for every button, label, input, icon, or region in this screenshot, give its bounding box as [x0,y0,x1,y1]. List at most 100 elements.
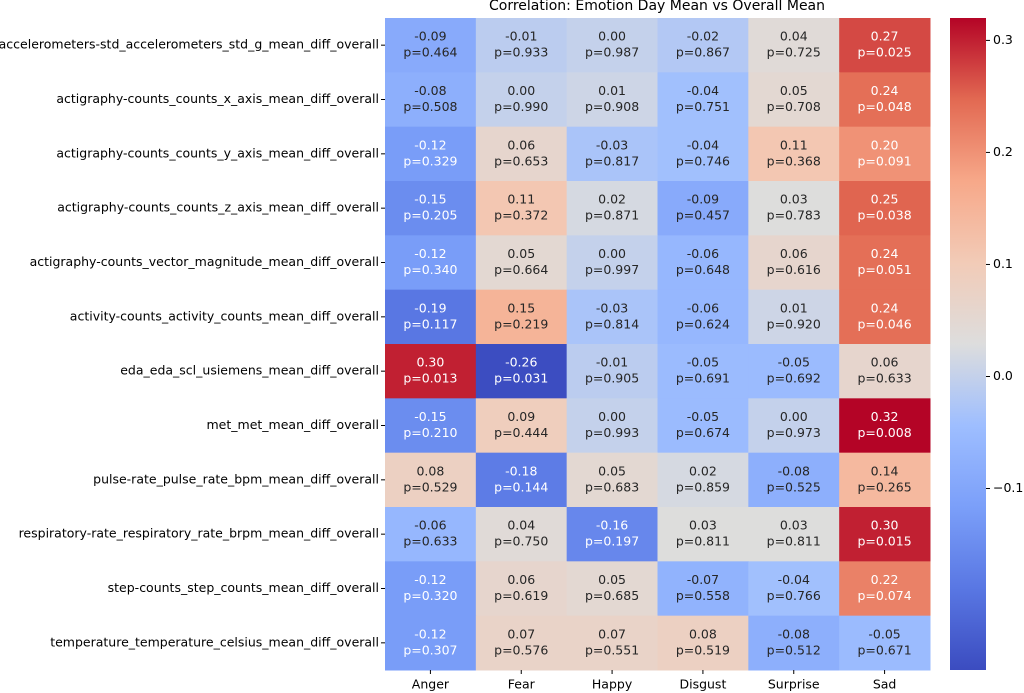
cell-p-label: p=0.210 [403,425,457,440]
cell-value-label: 0.24 [871,246,899,261]
cell-p-label: p=0.871 [585,208,639,223]
heatmap-cell [748,561,840,617]
cell-p-label: p=0.265 [857,479,911,494]
cell-p-label: p=0.811 [676,534,730,549]
heatmap-cell [839,181,931,236]
heatmap-cell [657,398,749,454]
heatmap-cell [839,72,931,128]
cell-p-label: p=0.340 [403,262,457,277]
cell-p-label: p=0.683 [585,479,639,494]
cell-value-label: 0.25 [871,192,899,207]
cell-value-label: -0.12 [414,626,446,641]
heatmap-cell [839,507,931,562]
heatmap-cell [475,398,568,454]
cell-p-label: p=0.464 [403,45,457,60]
heatmap-cell [839,289,931,345]
row-label: actigraphy-counts_counts_x_axis_mean_dif… [56,91,379,106]
heatmap-cell [566,18,658,73]
colorbar-tick-label: 0.2 [993,144,1013,159]
heatmap-cell [839,452,931,508]
cell-value-label: -0.15 [414,192,446,207]
cell-value-label: -0.08 [778,463,810,478]
cell-p-label: p=0.990 [494,99,548,114]
cell-p-label: p=0.746 [676,153,730,168]
cell-p-label: p=0.708 [767,99,821,114]
cell-p-label: p=0.015 [857,534,911,549]
cell-value-label: 0.02 [689,463,717,478]
cell-p-label: p=0.993 [585,425,639,440]
cell-p-label: p=0.766 [767,588,821,603]
heatmap-cell [839,235,931,291]
cell-p-label: p=0.576 [494,642,548,657]
cell-value-label: 0.01 [598,83,626,98]
colorbar-tick-label: 0.3 [993,32,1013,47]
column-label: Fear [508,677,536,692]
cell-value-label: 0.22 [871,572,899,587]
cell-value-label: 0.00 [507,83,535,98]
colorbar-tick-label: 0.1 [993,256,1013,271]
cell-value-label: -0.19 [414,300,446,315]
cell-value-label: -0.07 [687,572,719,587]
cell-p-label: p=0.031 [494,371,548,386]
cell-value-label: 0.00 [598,409,626,424]
cell-p-label: p=0.814 [585,316,639,331]
cell-p-label: p=0.519 [676,642,730,657]
heatmap-cell [566,235,658,291]
cell-value-label: -0.09 [414,29,446,44]
heatmap-cell [748,344,840,399]
cell-p-label: p=0.725 [767,45,821,60]
cell-value-label: -0.03 [596,137,628,152]
heatmap-cell [475,235,568,291]
cell-p-label: p=0.197 [585,534,639,549]
cell-value-label: 0.05 [780,83,808,98]
cell-p-label: p=0.920 [767,316,821,331]
heatmap-cell [475,289,568,345]
heatmap-cell [566,181,658,236]
cell-p-label: p=0.905 [585,371,639,386]
cell-p-label: p=0.987 [585,45,639,60]
heatmap-cell [475,615,568,671]
heatmap-cell [657,72,749,128]
heatmap-cell [566,615,658,671]
heatmap-cell [385,344,477,399]
column-label: Happy [592,677,633,692]
heatmap-cell [475,507,568,562]
heatmap-cell [385,18,477,73]
cell-value-label: 0.08 [689,626,717,641]
column-label: Surprise [768,677,820,692]
heatmap-cell [385,235,477,291]
cell-p-label: p=0.508 [403,99,457,114]
heatmap-cell [657,181,749,236]
cell-value-label: -0.01 [596,355,628,370]
cell-value-label: -0.03 [596,300,628,315]
cell-value-label: 0.03 [780,192,808,207]
cell-value-label: 0.08 [416,463,444,478]
heatmap-cell [475,181,568,236]
column-label: Disgust [679,677,726,692]
cell-value-label: 0.03 [689,518,717,533]
chart-title: Correlation: Emotion Day Mean vs Overall… [489,0,825,14]
colorbar [950,18,986,670]
cell-p-label: p=0.783 [767,208,821,223]
cell-value-label: 0.05 [507,246,535,261]
cell-p-label: p=0.444 [494,425,548,440]
heatmap-cell [748,126,840,182]
row-label: step-counts_step_counts_mean_diff_overal… [108,580,379,595]
heatmap-cell [475,561,568,617]
cell-p-label: p=0.653 [494,153,548,168]
cell-p-label: p=0.525 [767,479,821,494]
cell-p-label: p=0.674 [676,425,730,440]
heatmap-cell [839,398,931,454]
cell-value-label: 0.05 [598,572,626,587]
cell-value-label: 0.15 [507,300,535,315]
cell-value-label: -0.12 [414,572,446,587]
cell-p-label: p=0.908 [585,99,639,114]
heatmap-cell [385,126,477,182]
cell-value-label: -0.12 [414,137,446,152]
cell-value-label: 0.09 [507,409,535,424]
heatmap-cell [566,344,658,399]
heatmap-cell [475,452,568,508]
cell-p-label: p=0.859 [676,479,730,494]
heatmap-cell [475,126,568,182]
